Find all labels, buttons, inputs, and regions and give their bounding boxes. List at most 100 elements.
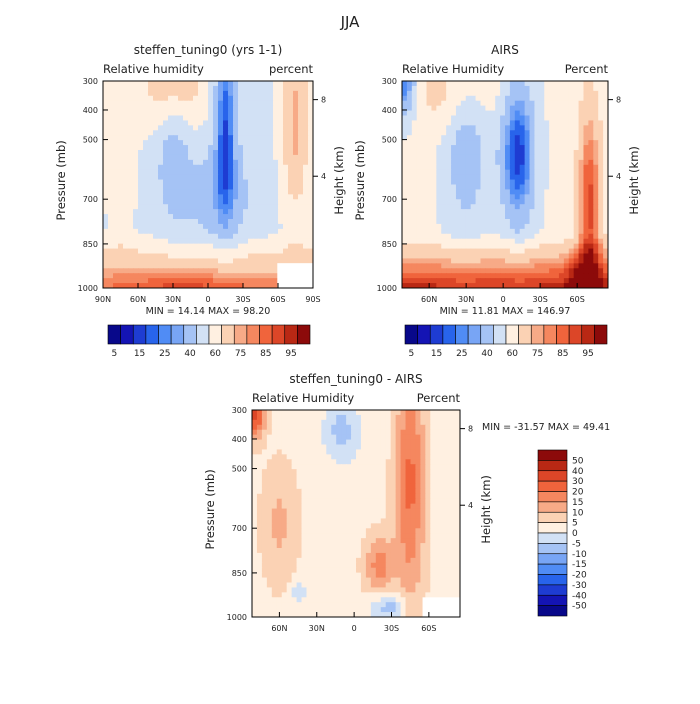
field-cell bbox=[564, 120, 570, 126]
field-cell bbox=[257, 459, 263, 465]
field-cell bbox=[103, 101, 109, 107]
field-cell bbox=[431, 249, 437, 255]
field-cell bbox=[193, 106, 199, 112]
field-cell bbox=[456, 155, 462, 161]
field-cell bbox=[262, 523, 268, 529]
field-cell bbox=[193, 258, 199, 264]
field-cell bbox=[490, 125, 496, 131]
field-cell bbox=[113, 244, 119, 250]
field-cell bbox=[461, 165, 467, 171]
field-cell bbox=[396, 445, 402, 451]
field-cell bbox=[287, 514, 293, 520]
field-cell bbox=[297, 415, 303, 421]
field-cell bbox=[188, 130, 194, 136]
field-cell bbox=[371, 445, 377, 451]
field-cell bbox=[253, 125, 259, 131]
field-cell bbox=[321, 494, 327, 500]
field-cell bbox=[410, 548, 416, 554]
field-cell bbox=[539, 185, 545, 191]
field-cell bbox=[302, 449, 308, 455]
field-cell bbox=[243, 249, 249, 255]
field-cell bbox=[143, 96, 149, 102]
field-cell bbox=[534, 258, 540, 264]
field-cell bbox=[401, 548, 407, 554]
field-cell bbox=[198, 204, 204, 210]
field-cell bbox=[258, 199, 264, 205]
field-cell bbox=[495, 91, 501, 97]
field-cell bbox=[402, 91, 408, 97]
field-cell bbox=[564, 180, 570, 186]
field-cell bbox=[138, 229, 144, 235]
field-cell bbox=[128, 209, 134, 215]
field-cell bbox=[267, 558, 273, 564]
field-cell bbox=[336, 504, 342, 510]
field-cell bbox=[466, 120, 472, 126]
field-cell bbox=[198, 194, 204, 200]
field-cell bbox=[430, 533, 436, 539]
field-cell bbox=[178, 214, 184, 220]
field-cell bbox=[293, 185, 299, 191]
field-cell bbox=[598, 234, 604, 240]
field-cell bbox=[417, 106, 423, 112]
field-cell bbox=[238, 249, 244, 255]
field-cell bbox=[123, 185, 129, 191]
field-cell bbox=[153, 140, 159, 146]
field-cell bbox=[113, 130, 119, 136]
field-cell bbox=[583, 263, 589, 269]
field-cell bbox=[539, 189, 545, 195]
field-cell bbox=[293, 170, 299, 176]
field-cell bbox=[258, 229, 264, 235]
field-cell bbox=[554, 278, 560, 284]
field-cell bbox=[495, 268, 501, 274]
field-cell bbox=[316, 484, 322, 490]
field-cell bbox=[258, 116, 264, 122]
field-cell bbox=[268, 258, 274, 264]
field-cell bbox=[598, 86, 604, 92]
field-cell bbox=[248, 209, 254, 215]
field-cell bbox=[427, 268, 433, 274]
field-cell bbox=[143, 170, 149, 176]
field-cell bbox=[287, 484, 293, 490]
field-cell bbox=[341, 563, 347, 569]
field-cell bbox=[283, 91, 289, 97]
field-cell bbox=[168, 254, 174, 260]
field-cell bbox=[544, 135, 550, 141]
field-cell bbox=[569, 165, 575, 171]
field-cell bbox=[451, 140, 457, 146]
field-cell bbox=[128, 81, 134, 87]
field-cell bbox=[138, 258, 144, 264]
field-cell bbox=[530, 120, 536, 126]
field-cell bbox=[143, 263, 149, 269]
field-cell bbox=[410, 543, 416, 549]
field-cell bbox=[326, 548, 332, 554]
field-cell bbox=[366, 474, 372, 480]
field-cell bbox=[356, 553, 362, 559]
field-cell bbox=[341, 484, 347, 490]
field-cell bbox=[422, 150, 428, 156]
field-cell bbox=[208, 145, 214, 151]
field-cell bbox=[564, 165, 570, 171]
field-cell bbox=[401, 435, 407, 441]
field-cell bbox=[559, 180, 565, 186]
field-cell bbox=[422, 244, 428, 250]
field-cell bbox=[258, 194, 264, 200]
field-cell bbox=[183, 81, 189, 87]
field-cell bbox=[391, 449, 397, 455]
field-cell bbox=[422, 185, 428, 191]
field-cell bbox=[173, 96, 179, 102]
field-cell bbox=[288, 249, 294, 255]
field-cell bbox=[138, 273, 144, 279]
field-cell bbox=[277, 553, 283, 559]
field-cell bbox=[505, 180, 511, 186]
field-cell bbox=[213, 254, 219, 260]
field-cell bbox=[593, 91, 599, 97]
field-cell bbox=[430, 449, 436, 455]
field-cell bbox=[451, 254, 457, 260]
field-cell bbox=[303, 189, 309, 195]
field-cell bbox=[412, 96, 418, 102]
field-cell bbox=[427, 249, 433, 255]
field-cell bbox=[510, 175, 516, 181]
field-cell bbox=[133, 278, 139, 284]
field-cell bbox=[258, 239, 264, 245]
field-cell bbox=[263, 219, 269, 225]
